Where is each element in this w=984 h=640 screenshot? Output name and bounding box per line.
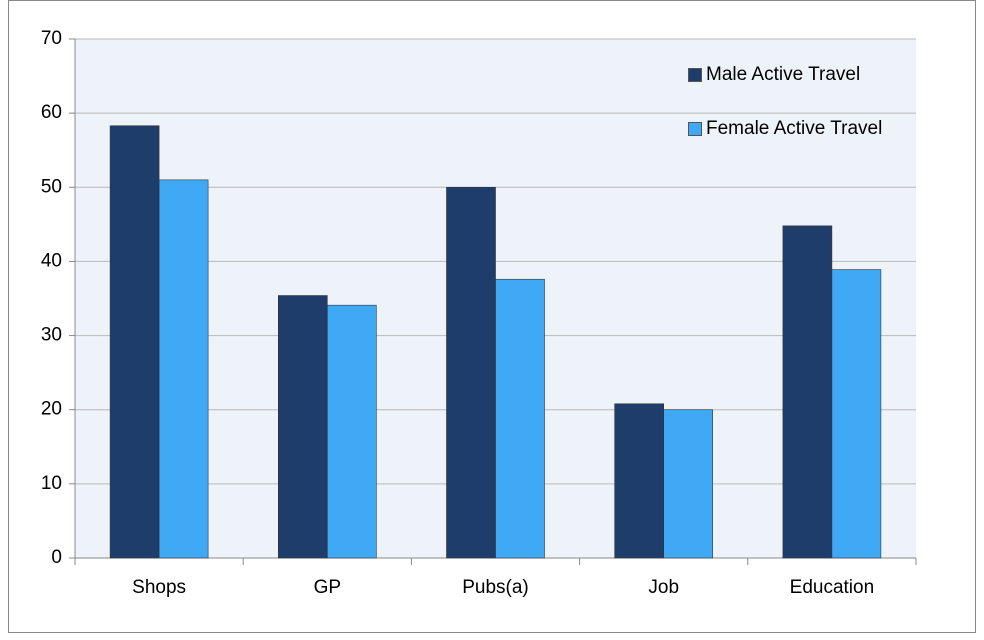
legend-swatch — [688, 68, 702, 82]
bar — [109, 125, 160, 559]
y-tick-label: 60 — [41, 102, 62, 123]
y-tick-label: 50 — [41, 176, 62, 197]
y-tick-label: 40 — [41, 250, 62, 271]
bar — [831, 269, 882, 559]
legend: Male Active Travel Female Active Travel — [688, 62, 906, 170]
x-tick-label: Shops — [132, 577, 186, 598]
legend-item: Male Active Travel — [688, 62, 906, 88]
legend-label: Male Active Travel — [706, 64, 861, 85]
legend-label: Female Active Travel — [706, 118, 883, 139]
y-tick-label: 0 — [51, 547, 62, 568]
x-tick-label: Pubs(a) — [462, 577, 529, 598]
bar — [663, 409, 714, 559]
x-tick-label: Job — [648, 577, 679, 598]
y-tick-label: 20 — [41, 399, 62, 420]
bar — [782, 225, 833, 559]
bar — [158, 179, 209, 559]
bar — [614, 403, 665, 559]
legend-swatch — [688, 122, 702, 136]
bar — [277, 295, 328, 559]
bar — [326, 304, 377, 559]
legend-item: Female Active Travel — [688, 116, 906, 142]
x-tick-label: Education — [790, 577, 875, 598]
x-tick-label: GP — [314, 577, 341, 598]
y-tick-label: 30 — [41, 325, 62, 346]
y-tick-label: 10 — [41, 473, 62, 494]
bar — [495, 278, 545, 559]
y-tick-label: 70 — [41, 28, 62, 49]
bar — [446, 186, 496, 559]
